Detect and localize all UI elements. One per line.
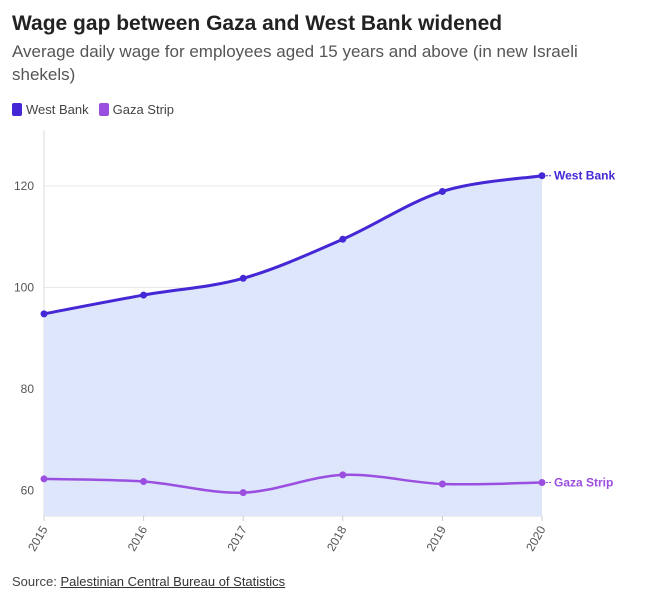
x-tick-label-2018: 2018 [324, 523, 350, 553]
legend: West Bank Gaza Strip [12, 100, 184, 118]
source-label: Source: [12, 574, 57, 589]
chart-subtitle: Average daily wage for employees aged 15… [12, 42, 578, 84]
west-bank-point-2020 [538, 172, 546, 180]
gaza-strip-point-2016 [140, 477, 148, 485]
x-tick-label-2019: 2019 [424, 523, 450, 553]
legend-label-west-bank: West Bank [26, 101, 89, 117]
gaza-strip-end-label: Gaza Strip [554, 475, 613, 489]
west-bank-point-2016 [140, 291, 148, 299]
west-bank-line [42, 174, 544, 316]
west-bank-area [44, 175, 542, 517]
gaza-strip-point-2017 [239, 489, 247, 497]
x-tick-label-2016: 2016 [125, 523, 151, 553]
west-bank-point-2017 [239, 274, 247, 282]
gaza-strip-line [42, 473, 544, 494]
source-note: Source: Palestinian Central Bureau of St… [12, 574, 285, 589]
y-tick-label-80: 80 [21, 382, 35, 396]
west-bank-point-2015 [40, 310, 48, 318]
chart-title: Wage gap between Gaza and West Bank wide… [12, 12, 503, 35]
legend-label-gaza-strip: Gaza Strip [112, 101, 175, 117]
west-bank-end-label: West Bank [554, 169, 615, 183]
gaza-strip-point-2019 [438, 480, 446, 488]
west-bank-point-2018 [339, 235, 347, 243]
gaza-strip-point-2018 [339, 471, 347, 479]
line-chart: 60 80 100 120 2015 2016 2017 2018 2019 2020 West B… [14, 130, 615, 554]
west-bank-point-2019 [438, 187, 446, 195]
x-tick-label-2020: 2020 [523, 523, 549, 553]
gaza-strip-point-2015 [40, 475, 48, 483]
legend-swatch-gaza-strip [98, 102, 109, 116]
x-tick-label-2017: 2017 [224, 523, 250, 553]
gaza-strip-point-2020 [538, 478, 546, 486]
legend-item-west-bank[interactable]: West Bank [12, 102, 89, 117]
source-link[interactable]: Palestinian Central Bureau of Statistics [60, 574, 286, 589]
y-tick-label-60: 60 [21, 484, 35, 498]
legend-swatch-west-bank [12, 102, 22, 116]
y-tick-label-100: 100 [14, 280, 34, 294]
legend-item-gaza-strip[interactable]: Gaza Strip [98, 101, 175, 117]
x-tick-label-2015: 2015 [25, 523, 51, 553]
y-tick-label-120: 120 [14, 179, 34, 193]
